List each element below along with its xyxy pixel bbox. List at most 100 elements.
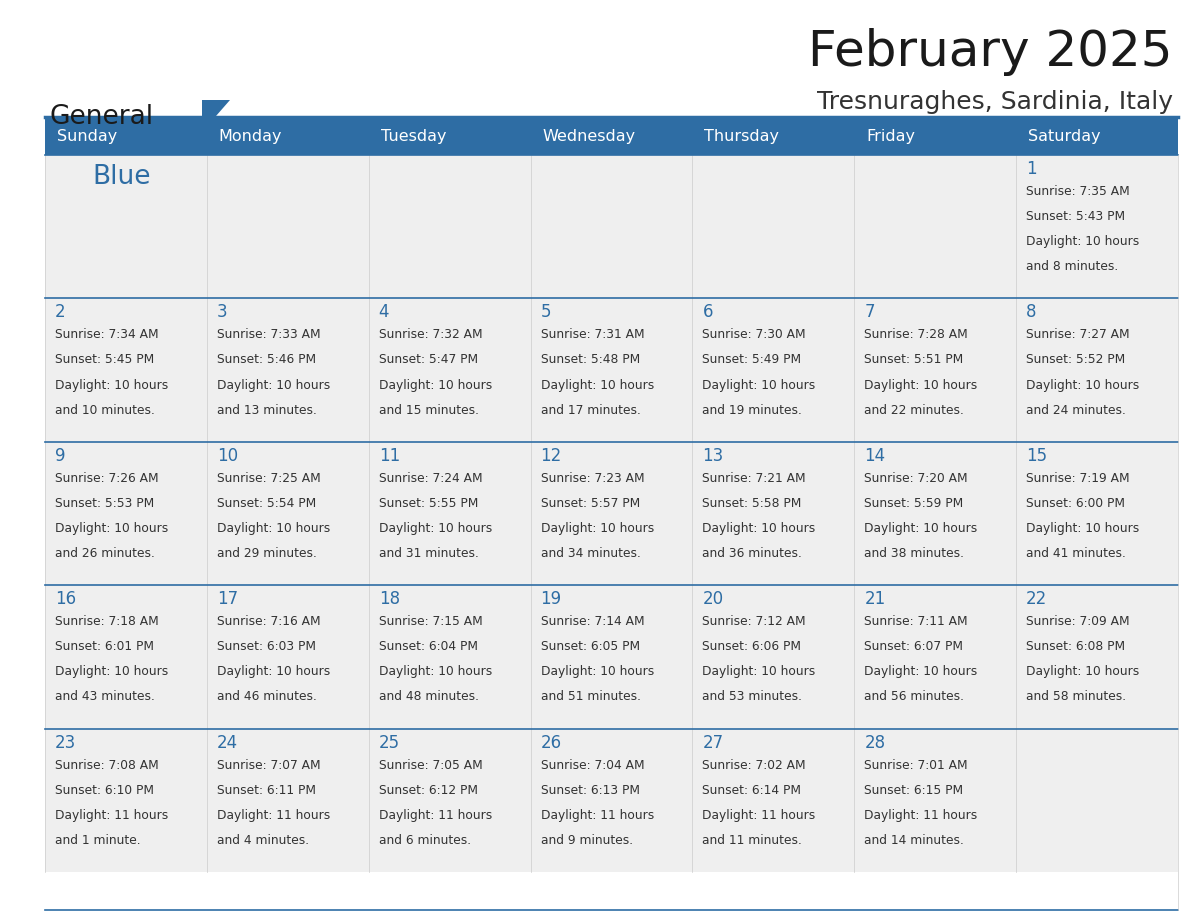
Bar: [693, 298, 854, 442]
Text: Daylight: 10 hours: Daylight: 10 hours: [217, 522, 330, 535]
Text: Daylight: 10 hours: Daylight: 10 hours: [1026, 522, 1139, 535]
Bar: [207, 155, 368, 298]
Text: Daylight: 10 hours: Daylight: 10 hours: [1026, 378, 1139, 392]
Text: Sunrise: 7:26 AM: Sunrise: 7:26 AM: [55, 472, 159, 485]
Text: Sunset: 5:49 PM: Sunset: 5:49 PM: [702, 353, 802, 366]
Text: Sunrise: 7:19 AM: Sunrise: 7:19 AM: [1026, 472, 1130, 485]
Bar: [368, 298, 531, 442]
Text: Daylight: 11 hours: Daylight: 11 hours: [541, 809, 653, 822]
Text: Sunrise: 7:11 AM: Sunrise: 7:11 AM: [865, 615, 968, 628]
Text: Sunrise: 7:23 AM: Sunrise: 7:23 AM: [541, 472, 644, 485]
Text: Sunrise: 7:07 AM: Sunrise: 7:07 AM: [217, 758, 321, 772]
Text: and 19 minutes.: and 19 minutes.: [702, 404, 802, 417]
Text: Sunrise: 7:24 AM: Sunrise: 7:24 AM: [379, 472, 482, 485]
Text: Sunset: 5:57 PM: Sunset: 5:57 PM: [541, 497, 640, 509]
Bar: [531, 585, 693, 729]
Text: Daylight: 10 hours: Daylight: 10 hours: [1026, 666, 1139, 678]
Bar: [368, 442, 531, 585]
Text: and 14 minutes.: and 14 minutes.: [865, 834, 965, 847]
Bar: [693, 442, 854, 585]
Text: Sunrise: 7:31 AM: Sunrise: 7:31 AM: [541, 329, 644, 341]
Text: and 17 minutes.: and 17 minutes.: [541, 404, 640, 417]
Text: 1: 1: [1026, 160, 1037, 178]
Text: Sunset: 6:03 PM: Sunset: 6:03 PM: [217, 640, 316, 654]
Text: Sunset: 6:06 PM: Sunset: 6:06 PM: [702, 640, 802, 654]
Text: Daylight: 10 hours: Daylight: 10 hours: [541, 378, 653, 392]
Bar: [854, 298, 1016, 442]
Text: Daylight: 11 hours: Daylight: 11 hours: [379, 809, 492, 822]
Bar: [531, 155, 693, 298]
Text: 12: 12: [541, 447, 562, 465]
Text: General: General: [50, 104, 154, 130]
Text: Saturday: Saturday: [1028, 129, 1101, 143]
Text: 5: 5: [541, 304, 551, 321]
Text: 26: 26: [541, 733, 562, 752]
Text: 16: 16: [55, 590, 76, 609]
Text: 28: 28: [865, 733, 885, 752]
Text: 11: 11: [379, 447, 400, 465]
Text: Daylight: 10 hours: Daylight: 10 hours: [865, 666, 978, 678]
Bar: [854, 155, 1016, 298]
Text: Monday: Monday: [219, 129, 283, 143]
Text: Daylight: 10 hours: Daylight: 10 hours: [541, 666, 653, 678]
Text: and 8 minutes.: and 8 minutes.: [1026, 261, 1118, 274]
Text: 13: 13: [702, 447, 723, 465]
Text: Sunrise: 7:09 AM: Sunrise: 7:09 AM: [1026, 615, 1130, 628]
Bar: [368, 729, 531, 872]
Text: Sunrise: 7:01 AM: Sunrise: 7:01 AM: [865, 758, 968, 772]
Bar: [854, 585, 1016, 729]
Text: Daylight: 10 hours: Daylight: 10 hours: [217, 666, 330, 678]
Text: Sunrise: 7:25 AM: Sunrise: 7:25 AM: [217, 472, 321, 485]
Text: 9: 9: [55, 447, 65, 465]
Bar: [207, 298, 368, 442]
Text: Sunset: 6:08 PM: Sunset: 6:08 PM: [1026, 640, 1125, 654]
Text: Daylight: 10 hours: Daylight: 10 hours: [1026, 235, 1139, 248]
Text: Sunday: Sunday: [57, 129, 118, 143]
Text: Sunrise: 7:08 AM: Sunrise: 7:08 AM: [55, 758, 159, 772]
Text: and 43 minutes.: and 43 minutes.: [55, 690, 154, 703]
Text: and 46 minutes.: and 46 minutes.: [217, 690, 317, 703]
Text: 21: 21: [865, 590, 885, 609]
Bar: [207, 442, 368, 585]
Polygon shape: [202, 100, 230, 132]
Text: and 56 minutes.: and 56 minutes.: [865, 690, 965, 703]
Text: Sunset: 6:11 PM: Sunset: 6:11 PM: [217, 784, 316, 797]
Text: Sunrise: 7:14 AM: Sunrise: 7:14 AM: [541, 615, 644, 628]
Text: Daylight: 10 hours: Daylight: 10 hours: [217, 378, 330, 392]
Text: Thursday: Thursday: [704, 129, 779, 143]
Text: and 36 minutes.: and 36 minutes.: [702, 547, 802, 560]
Text: and 31 minutes.: and 31 minutes.: [379, 547, 479, 560]
Text: Sunrise: 7:16 AM: Sunrise: 7:16 AM: [217, 615, 321, 628]
Text: and 38 minutes.: and 38 minutes.: [865, 547, 965, 560]
Text: and 41 minutes.: and 41 minutes.: [1026, 547, 1126, 560]
Bar: [207, 585, 368, 729]
Text: and 1 minute.: and 1 minute.: [55, 834, 140, 847]
Text: Sunset: 5:59 PM: Sunset: 5:59 PM: [865, 497, 963, 509]
Text: Sunset: 6:10 PM: Sunset: 6:10 PM: [55, 784, 154, 797]
Text: Sunset: 5:58 PM: Sunset: 5:58 PM: [702, 497, 802, 509]
Text: Sunrise: 7:27 AM: Sunrise: 7:27 AM: [1026, 329, 1130, 341]
Text: 27: 27: [702, 733, 723, 752]
Text: Sunset: 6:14 PM: Sunset: 6:14 PM: [702, 784, 802, 797]
Text: February 2025: February 2025: [809, 28, 1173, 76]
Text: Sunrise: 7:20 AM: Sunrise: 7:20 AM: [865, 472, 968, 485]
Text: Daylight: 10 hours: Daylight: 10 hours: [379, 666, 492, 678]
Text: 17: 17: [217, 590, 238, 609]
Text: and 22 minutes.: and 22 minutes.: [865, 404, 965, 417]
Bar: [1016, 585, 1178, 729]
Text: and 53 minutes.: and 53 minutes.: [702, 690, 802, 703]
Text: 14: 14: [865, 447, 885, 465]
Text: Sunset: 6:01 PM: Sunset: 6:01 PM: [55, 640, 154, 654]
Text: Tresnuraghes, Sardinia, Italy: Tresnuraghes, Sardinia, Italy: [817, 90, 1173, 114]
Text: Daylight: 10 hours: Daylight: 10 hours: [702, 522, 816, 535]
Text: Sunset: 6:05 PM: Sunset: 6:05 PM: [541, 640, 639, 654]
Text: Blue: Blue: [91, 164, 151, 190]
Text: 10: 10: [217, 447, 238, 465]
Bar: [531, 298, 693, 442]
Text: 3: 3: [217, 304, 227, 321]
Text: 23: 23: [55, 733, 76, 752]
Text: Daylight: 10 hours: Daylight: 10 hours: [702, 666, 816, 678]
Bar: [45, 155, 207, 298]
Text: and 58 minutes.: and 58 minutes.: [1026, 690, 1126, 703]
Text: Sunrise: 7:04 AM: Sunrise: 7:04 AM: [541, 758, 644, 772]
